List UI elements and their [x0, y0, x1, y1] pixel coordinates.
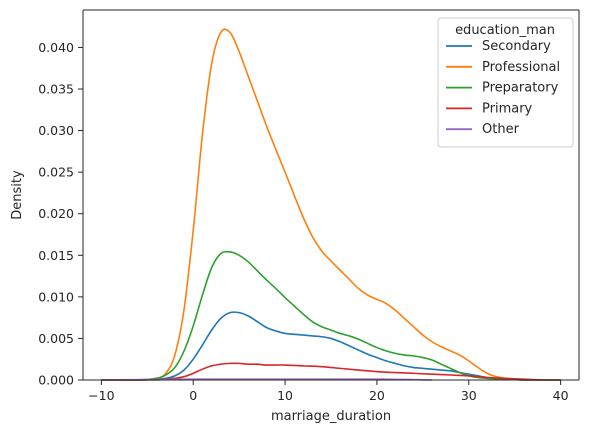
legend-label: Secondary	[482, 39, 551, 54]
y-tick-label: 0.000	[38, 373, 74, 388]
x-tick-label: −10	[88, 388, 114, 403]
y-tick-label: 0.005	[38, 331, 74, 346]
legend-item-professional: Professional	[446, 60, 560, 75]
x-axis-title: marriage_duration	[271, 409, 391, 424]
series-layer	[101, 28, 561, 381]
legend-item-other: Other	[446, 122, 520, 137]
series-line-secondary	[101, 311, 561, 381]
y-tick-label: 0.035	[38, 81, 74, 96]
y-tick-label: 0.040	[38, 40, 74, 55]
y-tick-label: 0.025	[38, 165, 74, 180]
x-tick-label: 10	[277, 388, 293, 403]
series-line-other	[101, 378, 433, 381]
legend-item-preparatory: Preparatory	[446, 81, 559, 96]
x-tick-label: 0	[189, 388, 197, 403]
y-tick-label: 0.030	[38, 123, 74, 138]
series-line-professional	[101, 28, 561, 381]
ticks-layer: −10 0 10 20 30 40 0.000 0.005 0.010 0.015 0.020 0.0…	[38, 40, 568, 403]
x-tick-label: 40	[553, 388, 569, 403]
y-axis-title: Density	[10, 170, 25, 220]
y-tick-label: 0.010	[38, 289, 74, 304]
legend-frame	[437, 17, 574, 148]
x-tick-label: 30	[461, 388, 477, 403]
legend-label: Preparatory	[482, 81, 559, 96]
legend-items: Secondary Professional Preparatory Primary O…	[446, 39, 560, 137]
x-tick-label: 20	[369, 388, 385, 403]
y-tick-label: 0.015	[38, 248, 74, 263]
legend: education_man Secondary Professional Prepa…	[437, 17, 574, 148]
series-line-preparatory	[101, 250, 561, 381]
legend-label: Other	[482, 122, 520, 137]
series-line-primary	[101, 362, 561, 381]
legend-label: Professional	[482, 60, 560, 75]
legend-label: Primary	[482, 101, 533, 116]
axes-layer	[82, 9, 580, 381]
legend-title: education_man	[455, 23, 555, 38]
legend-item-primary: Primary	[446, 101, 533, 116]
y-tick-label: 0.020	[38, 206, 74, 221]
legend-item-secondary: Secondary	[446, 39, 551, 54]
